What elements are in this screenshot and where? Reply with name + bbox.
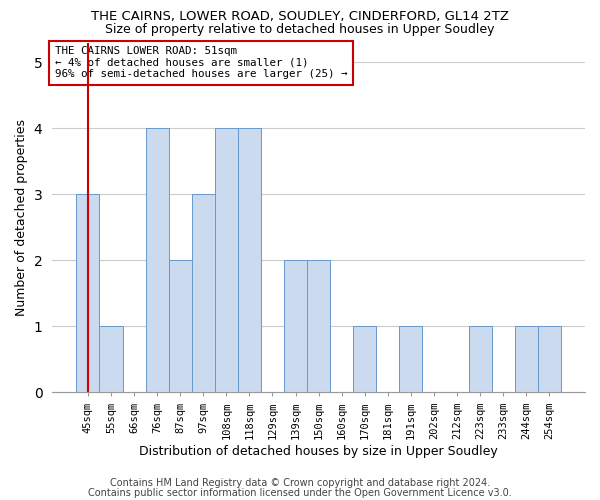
Y-axis label: Number of detached properties: Number of detached properties [15,119,28,316]
Text: THE CAIRNS LOWER ROAD: 51sqm
← 4% of detached houses are smaller (1)
96% of semi: THE CAIRNS LOWER ROAD: 51sqm ← 4% of det… [55,46,347,79]
Bar [469,326,491,392]
Text: Contains HM Land Registry data © Crown copyright and database right 2024.: Contains HM Land Registry data © Crown c… [110,478,490,488]
Bar [192,194,215,392]
Bar [515,326,538,392]
X-axis label: Distribution of detached houses by size in Upper Soudley: Distribution of detached houses by size … [139,444,498,458]
Bar [307,260,330,392]
Bar [538,326,561,392]
Bar [400,326,422,392]
Bar [100,326,122,392]
Bar [169,260,192,392]
Text: Size of property relative to detached houses in Upper Soudley: Size of property relative to detached ho… [105,22,495,36]
Text: Contains public sector information licensed under the Open Government Licence v3: Contains public sector information licen… [88,488,512,498]
Bar [146,128,169,392]
Bar [238,128,261,392]
Bar [76,194,100,392]
Bar [284,260,307,392]
Bar [353,326,376,392]
Bar [215,128,238,392]
Text: THE CAIRNS, LOWER ROAD, SOUDLEY, CINDERFORD, GL14 2TZ: THE CAIRNS, LOWER ROAD, SOUDLEY, CINDERF… [91,10,509,23]
